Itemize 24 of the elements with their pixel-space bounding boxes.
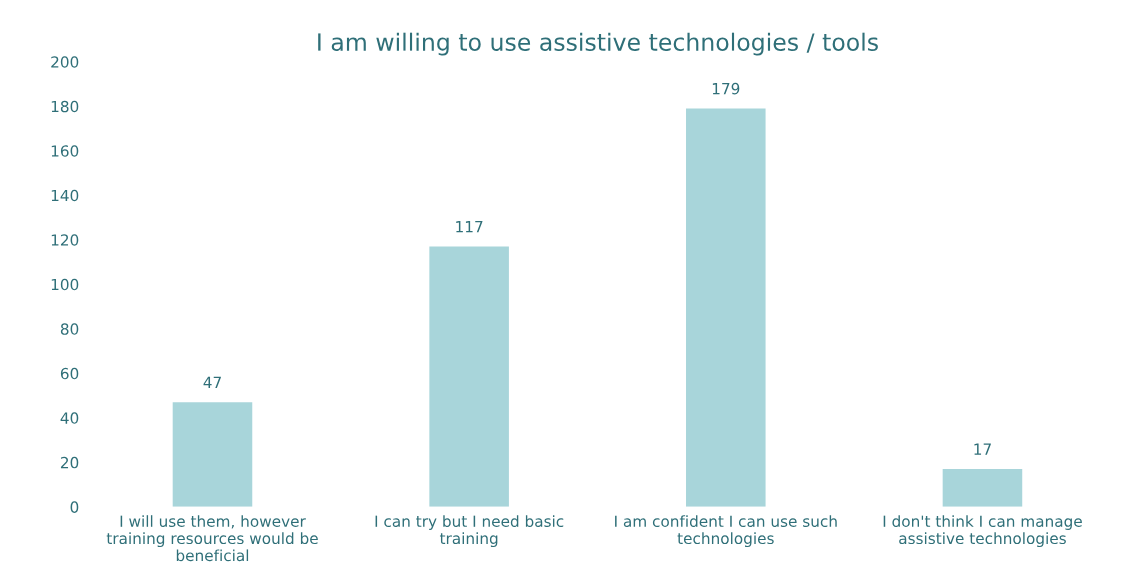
y-tick-label: 160 [51, 145, 79, 157]
y-tick-label: 120 [51, 234, 79, 246]
x-tick-label: I am confident I can use such technologies [615, 515, 837, 548]
y-tick-label: 180 [51, 100, 79, 113]
y-tick-label: 60 [60, 367, 79, 380]
data-label: 117 [456, 221, 483, 233]
bar [942, 469, 1023, 507]
bar [429, 246, 509, 507]
bar [172, 402, 253, 507]
y-tick-label: 0 [70, 501, 79, 513]
y-tick-label: 200 [51, 56, 79, 68]
data-label: 17 [974, 443, 991, 455]
x-tick-label: I can try but I need basic training [375, 515, 564, 548]
y-tick-label: 100 [51, 278, 79, 291]
y-tick-label: 80 [60, 323, 79, 335]
x-tick-label: I will use them, however training resources would be beneficial [106, 515, 318, 562]
y-tick-label: 40 [60, 412, 79, 424]
data-label: 179 [712, 82, 740, 95]
chart-title: I am willing to use assistive technologies / tools [318, 32, 878, 56]
y-tick-label: 140 [51, 189, 79, 202]
x-tick-label: I don't think I can manage assistive technologies [883, 515, 1082, 548]
bar [686, 108, 766, 507]
data-label: 47 [203, 376, 221, 388]
y-tick-label: 20 [60, 456, 79, 469]
